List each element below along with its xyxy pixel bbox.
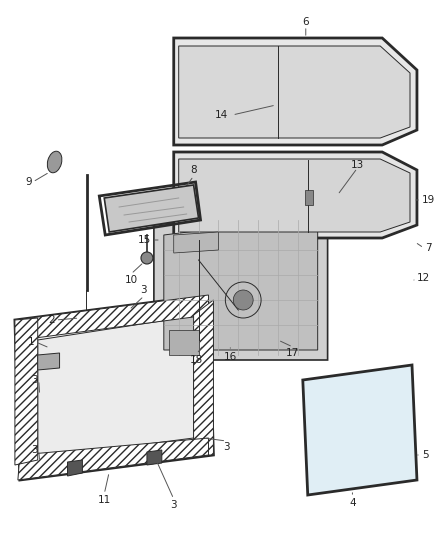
Polygon shape [174, 232, 219, 253]
Text: 14: 14 [215, 110, 228, 120]
Text: 3: 3 [141, 285, 147, 295]
Text: 9: 9 [25, 177, 32, 187]
Polygon shape [15, 318, 38, 465]
Polygon shape [169, 330, 198, 355]
Polygon shape [303, 365, 417, 495]
Polygon shape [67, 460, 82, 476]
Text: 1: 1 [28, 337, 35, 347]
Text: 3: 3 [31, 375, 38, 385]
Polygon shape [15, 295, 213, 480]
Text: 10: 10 [124, 275, 138, 285]
Text: 5: 5 [422, 450, 428, 460]
Text: 7: 7 [425, 243, 431, 253]
Text: 17: 17 [286, 348, 300, 358]
Polygon shape [164, 216, 318, 350]
Text: 15: 15 [138, 235, 151, 245]
Text: 8: 8 [190, 165, 197, 175]
Text: 2: 2 [48, 315, 55, 325]
Polygon shape [194, 300, 213, 455]
Circle shape [141, 252, 153, 264]
Polygon shape [179, 159, 410, 232]
Text: 16: 16 [224, 352, 237, 362]
Polygon shape [18, 438, 208, 480]
Polygon shape [174, 38, 417, 145]
Circle shape [233, 290, 253, 310]
Polygon shape [305, 190, 313, 205]
Polygon shape [15, 295, 208, 340]
Text: 13: 13 [351, 160, 364, 170]
Text: 12: 12 [417, 273, 430, 283]
Text: 3: 3 [223, 442, 230, 452]
Text: 11: 11 [98, 495, 111, 505]
Text: 3: 3 [31, 445, 38, 455]
Text: 18: 18 [190, 355, 203, 365]
Text: 4: 4 [349, 498, 356, 508]
Polygon shape [38, 353, 60, 370]
Text: 6: 6 [303, 17, 309, 27]
Polygon shape [38, 316, 194, 458]
Polygon shape [147, 450, 162, 465]
Polygon shape [154, 205, 328, 360]
Text: 3: 3 [170, 500, 177, 510]
Text: 19: 19 [422, 195, 435, 205]
Ellipse shape [47, 151, 62, 173]
Polygon shape [179, 46, 410, 138]
Polygon shape [104, 185, 198, 232]
Polygon shape [174, 152, 417, 238]
